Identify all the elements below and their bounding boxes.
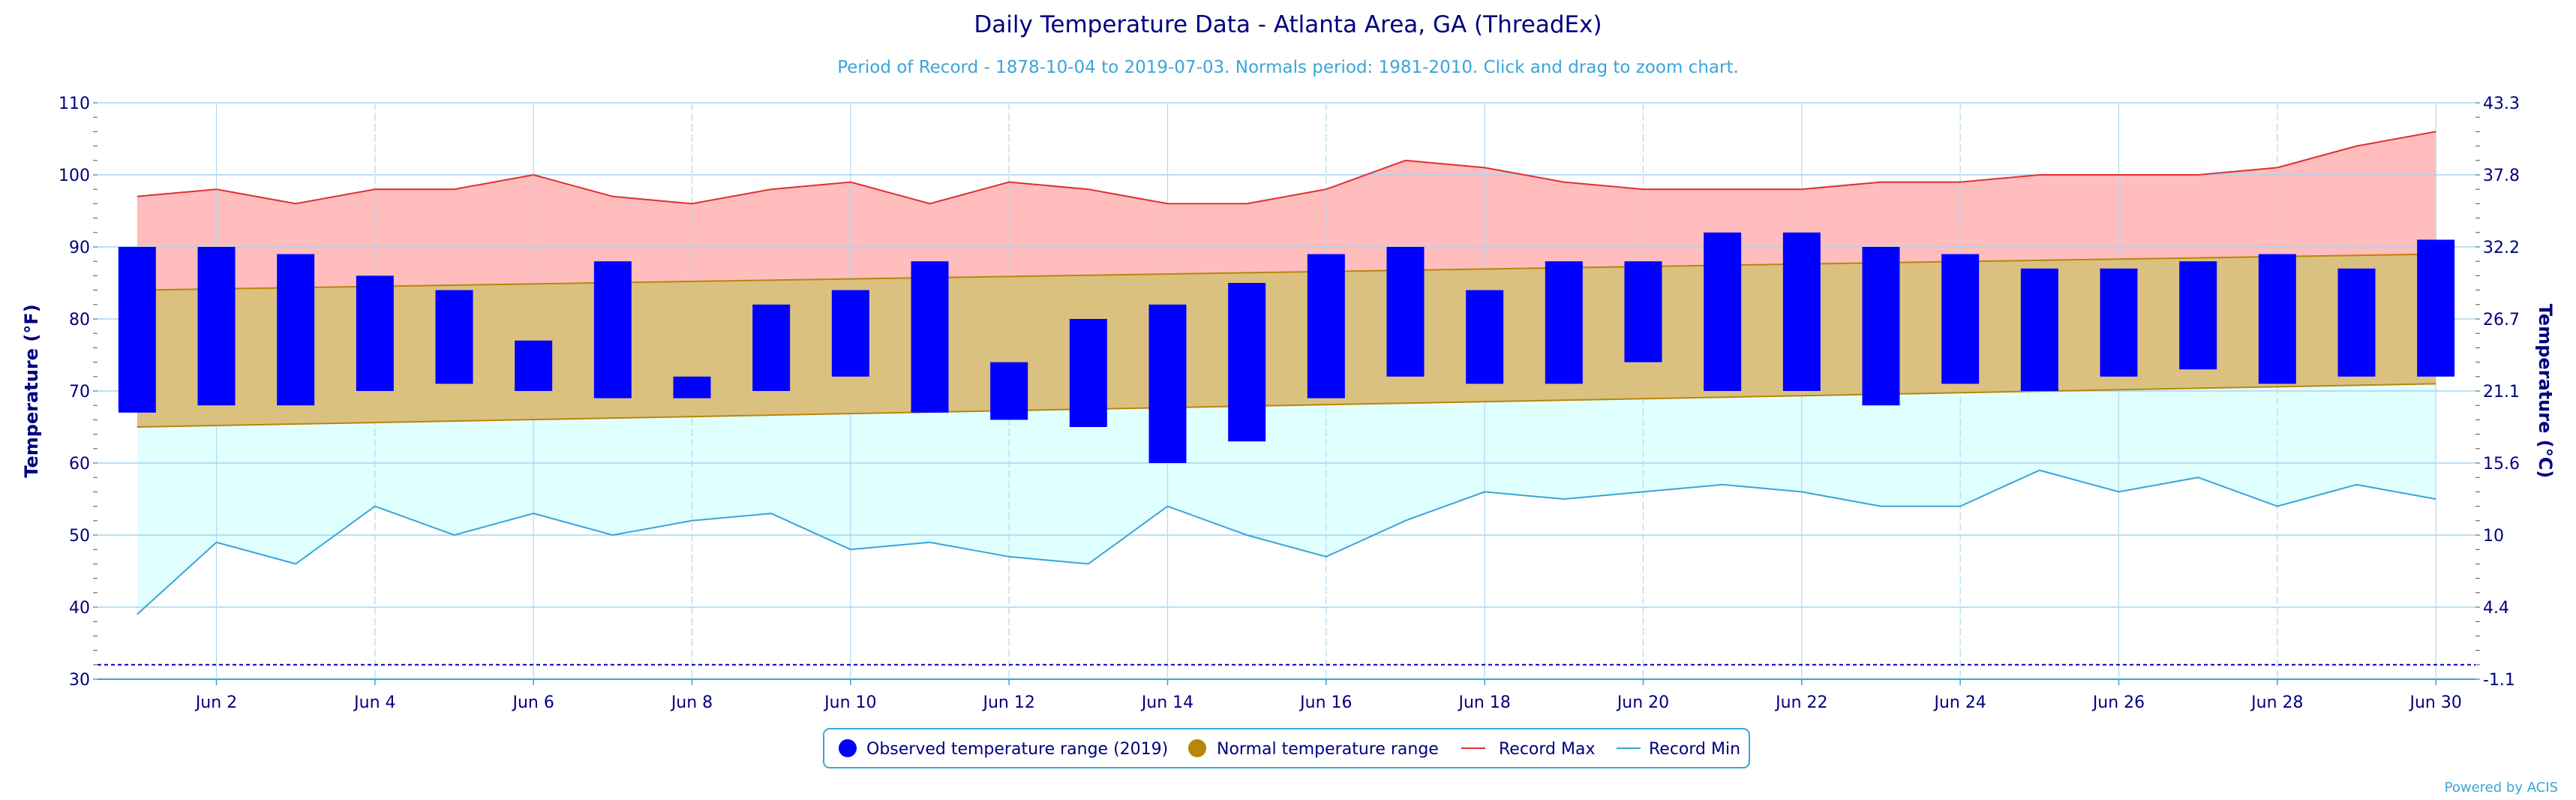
record-max-line — [137, 131, 2436, 205]
y-axis-left-title: Temperature (°F) — [21, 304, 42, 477]
legend-item-record-min[interactable]: Record Min — [1617, 740, 1740, 759]
observed-bar — [1862, 247, 1900, 406]
credits-link[interactable]: Powered by ACIS — [2445, 780, 2558, 795]
observed-bar — [1941, 254, 1980, 384]
x-tick-label: Jun 22 — [1774, 693, 1827, 712]
observed-bar — [2179, 261, 2217, 370]
legend-box — [823, 728, 1750, 768]
x-tick-label: Jun 8 — [670, 693, 713, 712]
record-min-band — [137, 383, 2436, 615]
observed-bar — [1069, 319, 1107, 427]
y-tick-label-right: 26.7 — [2483, 311, 2520, 329]
legend-item-record-max[interactable]: Record Max — [1461, 740, 1596, 759]
y-axis-left-labels: 30 40 50 60 70 80 90 100 110 — [59, 95, 90, 690]
chart-subtitle: Period of Record - 1878-10-04 to 2019-07… — [837, 58, 1739, 77]
x-tick-label: Jun 28 — [2250, 693, 2303, 712]
y-axis-right-title: Temperature (°C) — [2535, 304, 2556, 479]
observed-bar — [1782, 232, 1821, 391]
plot-area — [93, 102, 2480, 680]
y-tick-label-right: 32.2 — [2483, 239, 2520, 257]
x-tick-label: Jun 26 — [2091, 693, 2145, 712]
y-tick-label-left: 30 — [69, 671, 90, 690]
y-tick-label-left: 50 — [69, 527, 90, 546]
x-tick-label: Jun 12 — [981, 693, 1034, 712]
observed-bar — [2020, 268, 2058, 391]
x-tick-label: Jun 10 — [823, 693, 876, 712]
observed-bar — [2417, 239, 2455, 377]
x-tick-label: Jun 4 — [353, 693, 395, 712]
x-tick-label: Jun 20 — [1616, 693, 1669, 712]
y-tick-label-left: 60 — [69, 455, 90, 474]
y-tick-label-left: 40 — [69, 599, 90, 618]
y-tick-label-right: 21.1 — [2483, 383, 2520, 402]
y-tick-label-left: 110 — [59, 95, 90, 113]
observed-bar — [1228, 283, 1266, 442]
y-tick-label-right: 15.6 — [2483, 455, 2520, 474]
legend-label-observed: Observed temperature range (2019) — [866, 740, 1168, 759]
record-band-layer — [137, 131, 2436, 615]
x-tick-label: Jun 18 — [1457, 693, 1510, 712]
legend-label-record-min: Record Min — [1649, 740, 1740, 759]
legend-item-normal[interactable]: Normal temperature range — [1188, 739, 1439, 759]
observed-bar — [197, 247, 236, 406]
observed-bar — [1466, 290, 1504, 384]
observed-bars — [118, 232, 2455, 463]
x-tick-label: Jun 2 — [194, 693, 237, 712]
record-min-line — [137, 469, 2436, 615]
y-axis-right-labels: -1.1 4.4 10 15.6 21.1 26.7 32.2 37.8 43.3 — [2483, 95, 2520, 690]
observed-bar — [1624, 261, 1662, 362]
observed-bar — [2100, 268, 2138, 377]
observed-bar — [752, 304, 791, 391]
x-tick-label: Jun 14 — [1140, 693, 1193, 712]
x-axis-labels: Jun 2 Jun 4 Jun 6 Jun 8 Jun 10 Jun 12 Jun 14 Ju… — [194, 679, 2462, 712]
observed-bar — [277, 254, 315, 406]
y-tick-label-right: 4.4 — [2483, 599, 2509, 618]
x-tick-label: Jun 24 — [1932, 693, 1986, 712]
legend: Observed temperature range (2019) Normal… — [823, 728, 1750, 768]
legend-label-normal: Normal temperature range — [1217, 740, 1439, 759]
x-tick-label: Jun 30 — [2408, 693, 2461, 712]
y-tick-label-right: -1.1 — [2483, 671, 2515, 690]
observed-bar — [673, 376, 711, 398]
y-tick-label-left: 70 — [69, 383, 90, 402]
observed-bar — [1148, 304, 1187, 463]
observed-bar — [1307, 254, 1345, 398]
observed-bar — [1704, 232, 1742, 391]
observed-bar — [1386, 247, 1425, 377]
observed-bar — [911, 261, 949, 413]
legend-label-record-max: Record Max — [1499, 740, 1596, 759]
record-max-band — [137, 131, 2436, 290]
y-tick-label-right: 37.8 — [2483, 167, 2520, 185]
x-tick-label: Jun 16 — [1299, 693, 1352, 712]
y-tick-label-right: 43.3 — [2483, 95, 2520, 113]
y-tick-label-left: 100 — [59, 167, 90, 185]
observed-bar — [831, 290, 869, 377]
legend-symbol-normal — [1188, 739, 1206, 757]
observed-bar — [356, 275, 394, 391]
legend-item-observed[interactable]: Observed temperature range (2019) — [839, 739, 1168, 759]
y-tick-label-right: 10 — [2483, 527, 2504, 546]
observed-bar — [593, 261, 632, 398]
legend-symbol-observed — [839, 739, 857, 757]
minor-tick-layer — [93, 102, 2480, 680]
y-tick-label-left: 90 — [69, 239, 90, 257]
x-tick-label: Jun 6 — [511, 693, 554, 712]
observed-bar — [2337, 268, 2376, 377]
observed-bar — [990, 362, 1028, 420]
record-line-layer — [137, 131, 2436, 615]
y-tick-label-left: 80 — [69, 311, 90, 329]
normal-high-line — [137, 253, 2436, 291]
observed-bar — [1545, 261, 1583, 384]
observed-bar — [2258, 254, 2296, 384]
observed-bar — [435, 290, 473, 384]
normal-range-band — [137, 254, 2436, 427]
observed-bar — [515, 340, 553, 391]
observed-bar — [118, 247, 156, 413]
chart-title: Daily Temperature Data - Atlanta Area, G… — [974, 11, 1602, 38]
